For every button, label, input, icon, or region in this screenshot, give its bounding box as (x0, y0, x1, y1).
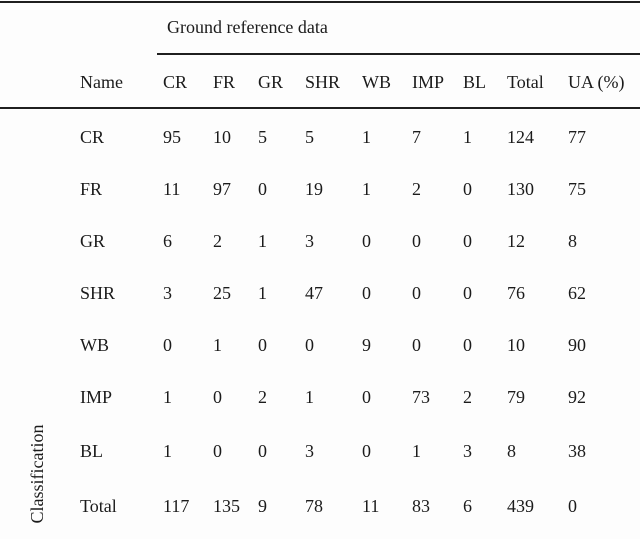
table-cell: 8 (568, 231, 577, 251)
table-cell: 0 (258, 335, 267, 355)
table-cell: 0 (213, 441, 222, 461)
table-cell: 1 (362, 179, 371, 199)
table-cell: 12 (507, 231, 525, 251)
table-cell: 9 (258, 496, 267, 516)
table-cell: 6 (463, 496, 472, 516)
table-cell: 0 (463, 335, 472, 355)
table-cell: 1 (305, 387, 314, 407)
table-cell: 92 (568, 387, 586, 407)
top-rule (0, 1, 640, 3)
table-cell: 78 (305, 496, 323, 516)
table-cell: 9 (362, 335, 371, 355)
table-cell: 47 (305, 283, 323, 303)
table-cell: 11 (362, 496, 380, 516)
table-cell: 62 (568, 283, 586, 303)
column-header-wb: WB (362, 72, 391, 92)
table-cell: 38 (568, 441, 586, 461)
table-cell: 5 (305, 127, 314, 147)
table-cell: 1 (463, 127, 472, 147)
table-cell: 73 (412, 387, 430, 407)
table-cell: 2 (258, 387, 267, 407)
group-header-rule (157, 53, 640, 55)
table-cell: 5 (258, 127, 267, 147)
row-label: Total (80, 496, 117, 516)
table-cell: 75 (568, 179, 586, 199)
table-cell: 1 (258, 283, 267, 303)
table-cell: 3 (163, 283, 172, 303)
table-cell: 19 (305, 179, 323, 199)
row-label: SHR (80, 283, 116, 303)
table-cell: 0 (213, 387, 222, 407)
table-cell: 1 (362, 127, 371, 147)
table-cell: 439 (507, 496, 534, 516)
table-cell: 2 (412, 179, 421, 199)
table-cell: 0 (412, 231, 421, 251)
table-cell: 0 (362, 441, 371, 461)
column-header-shr: SHR (305, 72, 341, 92)
table-cell: 0 (258, 441, 267, 461)
table-cell: 0 (568, 496, 577, 516)
table-cell: 0 (258, 179, 267, 199)
column-header-cr: CR (163, 72, 188, 92)
row-label: CR (80, 127, 105, 147)
row-label: BL (80, 441, 104, 461)
table-cell: 124 (507, 127, 534, 147)
table-cell: 1 (258, 231, 267, 251)
row-label: WB (80, 335, 109, 355)
column-header-fr: FR (213, 72, 236, 92)
table-cell: 1 (213, 335, 222, 355)
table-cell: 0 (163, 335, 172, 355)
column-header-ua: UA (%) (568, 72, 625, 92)
table-cell: 95 (163, 127, 181, 147)
table-cell: 0 (412, 283, 421, 303)
table-cell: 135 (213, 496, 240, 516)
table-cell: 0 (362, 283, 371, 303)
table-cell: 97 (213, 179, 231, 199)
table-cell: 6 (163, 231, 172, 251)
table-cell: 0 (305, 335, 314, 355)
column-header-bl: BL (463, 72, 487, 92)
table-cell: 1 (412, 441, 421, 461)
table-cell: 0 (362, 387, 371, 407)
table-cell: 90 (568, 335, 586, 355)
table-cell: 11 (163, 179, 181, 199)
table-cell: 79 (507, 387, 525, 407)
table-cell: 3 (305, 231, 314, 251)
table-cell: 77 (568, 127, 586, 147)
table-cell: 10 (507, 335, 525, 355)
table-cell: 8 (507, 441, 516, 461)
table-cell: 7 (412, 127, 421, 147)
group-header-label: Ground reference data (167, 17, 328, 37)
header-rule (0, 107, 640, 109)
table-cell: 83 (412, 496, 430, 516)
table-cell: 10 (213, 127, 231, 147)
table-cell: 1 (163, 441, 172, 461)
table-cell: 76 (507, 283, 525, 303)
table-cell: 0 (412, 335, 421, 355)
table-cell: 0 (463, 179, 472, 199)
table-cell: 3 (463, 441, 472, 461)
row-label: GR (80, 231, 106, 251)
column-header-gr: GR (258, 72, 284, 92)
table-cell: 2 (463, 387, 472, 407)
table-cell: 0 (463, 231, 472, 251)
table-cell: 3 (305, 441, 314, 461)
table-cell: 0 (463, 283, 472, 303)
column-header-imp: IMP (412, 72, 445, 92)
table-cell: 117 (163, 496, 190, 516)
table-cell: 1 (163, 387, 172, 407)
table-cell: 130 (507, 179, 534, 199)
classification-side-label: Classification (27, 424, 47, 524)
row-label: FR (80, 179, 103, 199)
table-cell: 2 (213, 231, 222, 251)
column-header-name: Name (80, 72, 123, 92)
column-header-total: Total (507, 72, 544, 92)
row-label: IMP (80, 387, 113, 407)
table-cell: 0 (362, 231, 371, 251)
table-cell: 25 (213, 283, 231, 303)
